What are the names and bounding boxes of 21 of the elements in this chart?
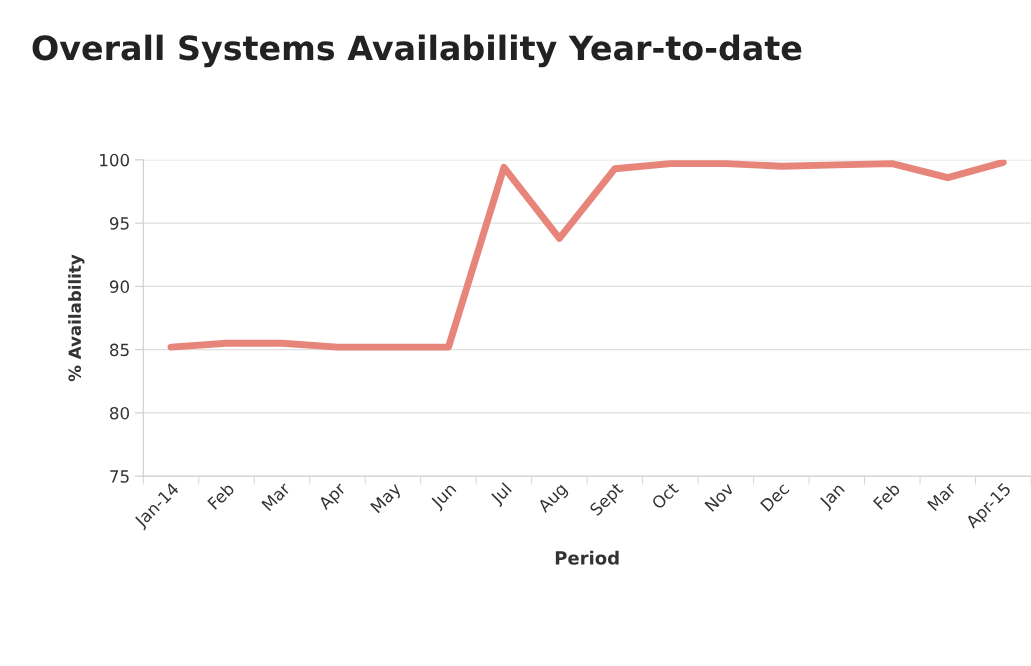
y-tick-label: 75: [110, 470, 129, 483]
x-tick-label: Jan: [818, 482, 848, 512]
x-axis-title: Period: [555, 550, 619, 565]
y-tick-label: 100: [100, 153, 130, 167]
y-tick-label: 80: [110, 406, 130, 420]
x-tick-label: Jun: [429, 482, 459, 512]
chart-title: Overall Systems Availability Year-to-date: [32, 34, 802, 68]
x-tick-label: Aug: [536, 482, 570, 516]
x-tick-label: Mar: [261, 481, 292, 512]
y-axis-title: % Availability: [68, 254, 85, 382]
x-tick-label: Feb: [872, 481, 901, 510]
x-tick-label: Oct: [650, 481, 680, 510]
x-tick-label: Nov: [704, 481, 735, 513]
y-tick-label: 85: [110, 343, 129, 357]
y-tick-label: 95: [109, 217, 129, 230]
x-tick-label: Jul: [489, 482, 515, 508]
x-tick-label: Dec: [760, 482, 790, 512]
y-tick-label: 90: [109, 280, 130, 293]
x-tick-label: Apr: [317, 481, 349, 513]
x-tick-label: Feb: [206, 481, 236, 510]
x-tick-label: Mar: [927, 481, 957, 512]
